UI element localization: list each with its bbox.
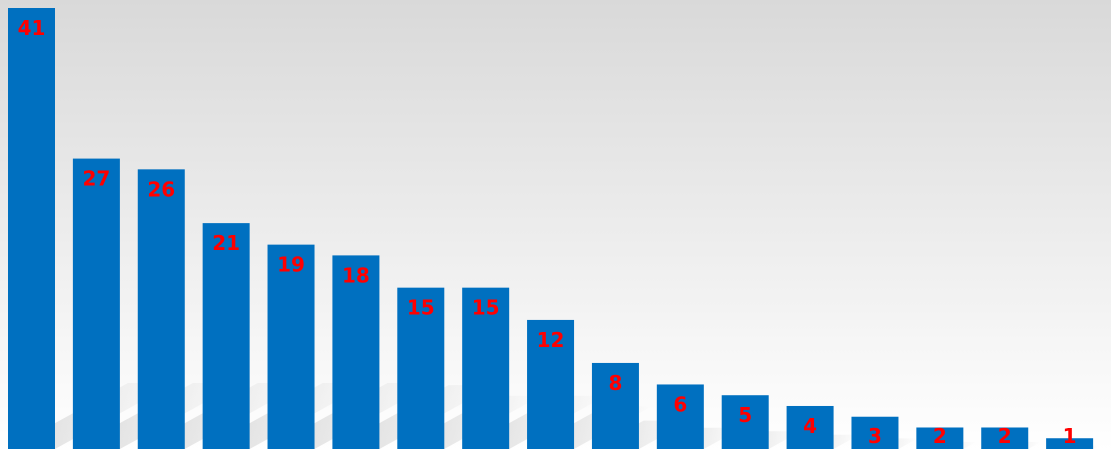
bar xyxy=(72,158,120,449)
bar xyxy=(332,255,380,449)
bar xyxy=(137,169,185,449)
bar xyxy=(591,362,639,449)
bar xyxy=(1046,438,1094,449)
data-label: 12 xyxy=(537,328,565,352)
bar xyxy=(721,395,769,449)
bar xyxy=(527,319,575,449)
data-label: 2 xyxy=(933,424,947,448)
bar xyxy=(656,384,704,449)
bar xyxy=(786,405,834,449)
data-label: 4 xyxy=(803,414,817,438)
data-label: 1 xyxy=(1063,424,1077,448)
data-label: 3 xyxy=(868,424,882,448)
bar xyxy=(202,223,250,449)
bar xyxy=(397,287,445,449)
bar xyxy=(981,427,1029,449)
data-label: 15 xyxy=(472,296,500,320)
data-label: 8 xyxy=(608,371,622,395)
data-label: 15 xyxy=(407,296,435,320)
data-label: 26 xyxy=(147,177,175,201)
bar xyxy=(267,244,315,449)
data-label: 41 xyxy=(18,16,46,40)
bar xyxy=(916,427,964,449)
bars xyxy=(8,8,1094,449)
data-label: 18 xyxy=(342,263,370,287)
data-label: 27 xyxy=(82,167,110,191)
data-label: 19 xyxy=(277,253,305,277)
bar xyxy=(462,287,510,449)
data-label: 5 xyxy=(738,403,752,427)
data-label: 21 xyxy=(212,231,240,255)
data-label: 2 xyxy=(998,424,1012,448)
bar xyxy=(8,8,55,449)
data-label: 6 xyxy=(673,392,687,416)
bar xyxy=(851,416,899,449)
